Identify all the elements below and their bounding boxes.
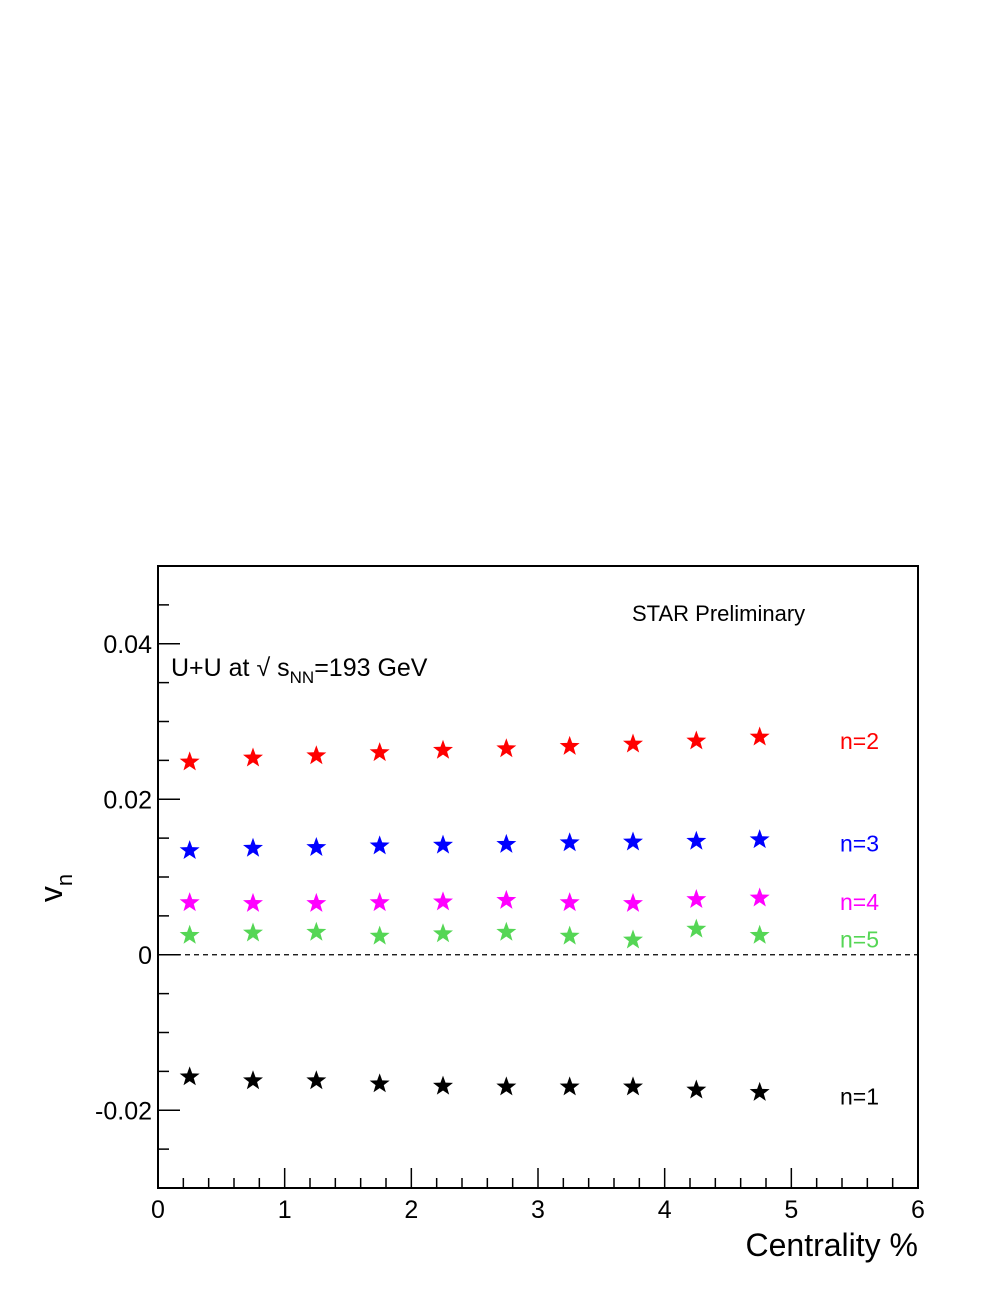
data-point-n2 <box>686 730 707 750</box>
data-point-n2 <box>179 751 200 771</box>
data-point-n2 <box>749 726 770 746</box>
series-label-n1: n=1 <box>840 1083 879 1109</box>
x-tick-label: 0 <box>151 1196 165 1224</box>
data-point-n5 <box>243 922 263 942</box>
data-point-n4 <box>433 891 453 911</box>
x-tick-label: 6 <box>911 1196 925 1224</box>
data-point-n5 <box>749 924 770 944</box>
data-point-n5 <box>496 921 517 941</box>
data-point-n1 <box>369 1073 390 1093</box>
data-point-n1 <box>496 1076 517 1096</box>
data-point-n3 <box>686 830 707 850</box>
data-point-n2 <box>496 738 517 758</box>
data-point-n4 <box>179 892 200 912</box>
nn-subscript: NN <box>290 668 315 687</box>
data-point-n1 <box>749 1081 770 1101</box>
data-point-n3 <box>243 837 263 857</box>
data-point-n3 <box>369 835 390 855</box>
data-point-n3 <box>496 833 517 853</box>
y-tick-label: 0 <box>138 942 152 970</box>
x-axis-label: Centrality % <box>746 1227 919 1263</box>
data-point-n2 <box>559 735 580 755</box>
y-tick-label: 0.04 <box>103 631 152 659</box>
x-tick-label: 5 <box>784 1196 798 1224</box>
data-point-n5 <box>559 925 580 945</box>
data-point-n5 <box>686 918 707 938</box>
series-label-n3: n=3 <box>840 831 879 857</box>
y-axis-label-main: v <box>33 886 69 902</box>
series-label-n5: n=5 <box>840 926 879 952</box>
data-point-n3 <box>306 836 327 856</box>
data-point-n1 <box>179 1066 200 1086</box>
data-point-n4 <box>559 892 580 912</box>
data-point-n4 <box>306 892 327 912</box>
data-point-n4 <box>686 889 707 909</box>
data-point-n1 <box>623 1076 643 1096</box>
data-point-n1 <box>686 1079 707 1099</box>
data-point-n5 <box>433 923 453 943</box>
y-tick-label: 0.02 <box>103 786 152 814</box>
data-point-n2 <box>306 745 327 765</box>
sqrt-symbol: √ <box>256 654 270 682</box>
data-point-n3 <box>749 829 770 849</box>
data-point-n1 <box>559 1076 580 1096</box>
y-axis-label-sub: n <box>52 874 77 886</box>
series-label-n2: n=2 <box>840 728 879 754</box>
x-tick-label: 2 <box>404 1196 418 1224</box>
s-letter: s <box>270 654 289 682</box>
data-point-n5 <box>306 921 327 941</box>
data-point-n5 <box>623 929 643 949</box>
data-point-n3 <box>179 840 200 860</box>
x-tick-label: 4 <box>658 1196 672 1224</box>
series-label-n4: n=4 <box>840 889 879 915</box>
data-point-n4 <box>369 892 390 912</box>
x-tick-label: 1 <box>278 1196 292 1224</box>
x-tick-label: 3 <box>531 1196 545 1224</box>
system-prefix: U+U at <box>171 654 256 682</box>
data-point-n1 <box>243 1070 263 1090</box>
data-point-n2 <box>433 739 453 759</box>
data-point-n4 <box>496 889 517 909</box>
data-point-n2 <box>369 742 390 762</box>
data-point-n4 <box>749 887 770 907</box>
data-point-n5 <box>369 925 390 945</box>
preliminary-label: STAR Preliminary <box>632 601 805 626</box>
data-point-n1 <box>433 1075 453 1095</box>
data-point-n4 <box>623 892 643 912</box>
data-point-n3 <box>559 832 580 852</box>
y-axis-label: vn <box>33 874 77 902</box>
data-point-n3 <box>433 834 453 854</box>
data-point-n5 <box>179 924 200 944</box>
data-point-n1 <box>306 1070 327 1090</box>
data-point-n4 <box>243 892 263 912</box>
collision-system-label: U+U at √ sNN=193 GeV <box>171 654 428 687</box>
data-point-n2 <box>243 747 263 767</box>
y-tick-label: -0.02 <box>95 1097 152 1125</box>
data-point-n3 <box>623 831 643 851</box>
data-point-n2 <box>623 733 643 753</box>
energy-value: =193 GeV <box>314 654 428 682</box>
